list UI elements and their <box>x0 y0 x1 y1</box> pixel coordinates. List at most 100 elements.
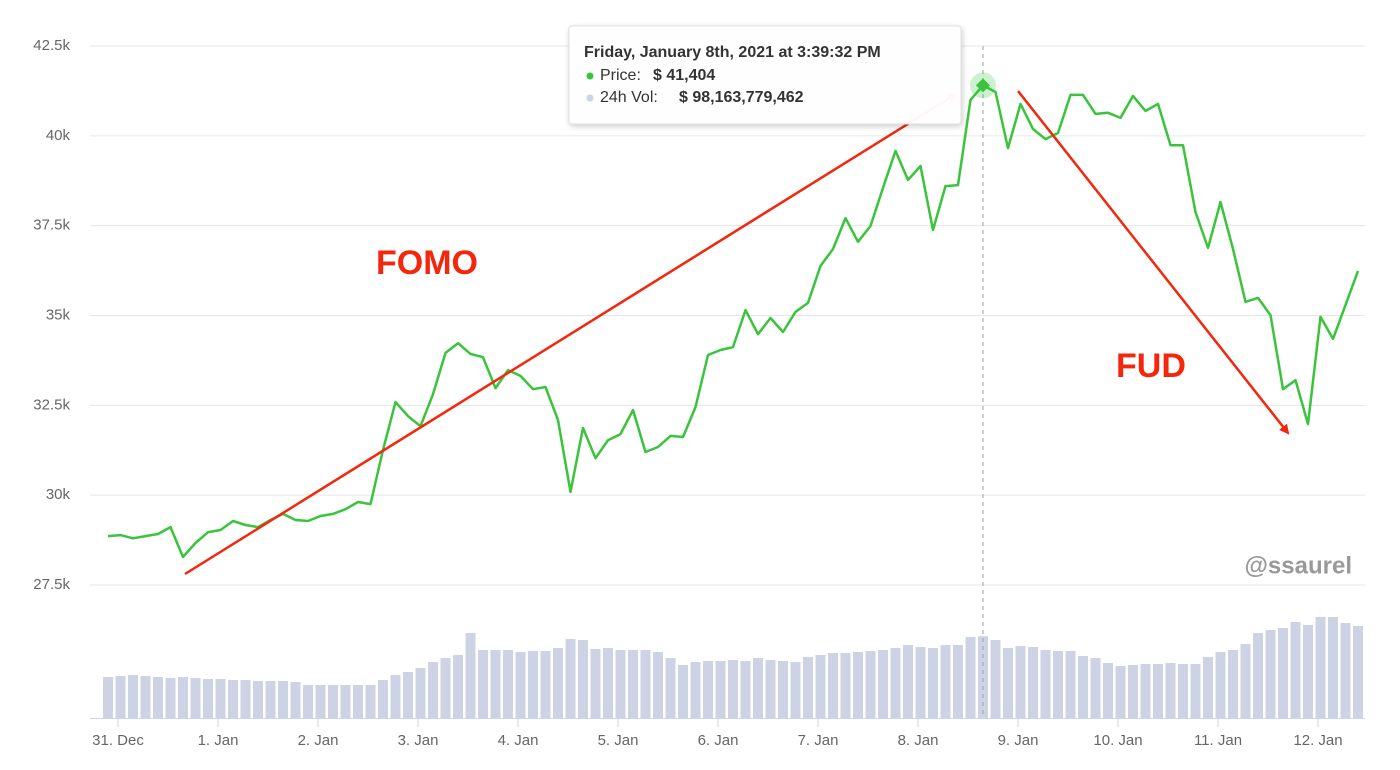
grid <box>90 45 1365 586</box>
volume-bar <box>965 637 976 718</box>
y-tick-label: 42.5k <box>33 37 70 54</box>
volume-bar <box>665 658 676 718</box>
volume-bar <box>690 662 701 718</box>
volume-bar <box>1178 664 1188 718</box>
volume-bar <box>1253 633 1263 718</box>
annotation-fud: FUD <box>1116 347 1186 385</box>
volume-bar <box>1265 630 1276 718</box>
volume-bar <box>753 658 763 718</box>
volume-bar <box>1078 656 1088 718</box>
volume-bar <box>1215 652 1226 718</box>
y-tick-label: 40k <box>46 127 71 144</box>
volume-bar <box>190 678 201 718</box>
volume-bar <box>328 685 338 718</box>
volume-bar <box>1065 651 1076 718</box>
volume-bar <box>628 650 638 718</box>
volume-bar <box>278 681 288 718</box>
volume-bar <box>140 676 151 718</box>
volume-bar <box>1315 617 1326 718</box>
y-tick-label: 27.5k <box>33 576 70 593</box>
y-tick-label: 37.5k <box>33 217 70 234</box>
x-tick-label: 31. Dec <box>92 732 144 749</box>
volume-bar <box>478 650 488 718</box>
volume-bar <box>1015 646 1026 718</box>
volume-bar <box>303 685 313 718</box>
volume-bar <box>915 647 926 718</box>
volume-bar <box>578 640 588 718</box>
volume-bar <box>1103 663 1113 718</box>
volume-bar <box>128 675 138 718</box>
volume-bar <box>1190 664 1201 718</box>
volume-bar <box>528 651 538 718</box>
volume-bar <box>790 662 801 718</box>
volume-bar <box>428 662 438 718</box>
volume-bar <box>228 680 238 718</box>
volume-bar <box>940 645 951 718</box>
fud-arrow <box>1017 90 1290 435</box>
volume-bar <box>1278 628 1288 718</box>
volume-bar <box>865 651 876 718</box>
axes: 27.5k 30k 32.5k 35k 37.5k 40k 42.5k 31. Dec 1. J… <box>33 37 1365 749</box>
x-tick-label: 3. Jan <box>398 732 439 749</box>
volume-bar <box>890 648 901 718</box>
tooltip-price: $ 41,404 <box>653 67 715 84</box>
hover-marker <box>976 78 990 93</box>
tooltip-bullet <box>586 94 594 102</box>
x-tick-label: 7. Jan <box>798 732 839 749</box>
tooltip-box <box>568 25 962 125</box>
volume-bar <box>465 633 476 718</box>
volume-bar <box>878 650 888 718</box>
volume-bar <box>340 685 351 718</box>
volume-bar <box>1328 617 1338 718</box>
volume-bar <box>165 678 176 718</box>
volume-bar <box>1165 663 1176 718</box>
volume-bar <box>378 680 388 718</box>
volume-bar <box>390 675 401 718</box>
price-line <box>107 72 1360 559</box>
volume-bar <box>590 649 601 718</box>
volume-bar <box>928 648 938 718</box>
volume-bar <box>815 655 826 718</box>
volume-bar <box>490 650 501 718</box>
volume-bar <box>978 636 988 718</box>
watermark: @ssaurel <box>1245 552 1352 579</box>
volume-bar <box>840 653 851 718</box>
tooltip-bullet <box>586 72 594 80</box>
x-tick-label: 4. Jan <box>498 732 539 749</box>
x-tick-label: 6. Jan <box>698 732 739 749</box>
volume-bar <box>515 652 526 718</box>
volume-bar <box>678 665 688 718</box>
volume-bar <box>1290 622 1301 718</box>
volume-bar <box>403 672 413 718</box>
volume-bar <box>240 680 251 718</box>
tooltip: Friday, January 8th, 2021 at 3:39:32 PM … <box>568 25 962 125</box>
volume-bar <box>1203 657 1213 718</box>
volume-bar <box>640 650 651 718</box>
volume-bar <box>540 651 551 718</box>
volume-bar <box>1128 665 1138 718</box>
x-tick-label: 2. Jan <box>298 732 339 749</box>
volume-bar <box>115 676 126 718</box>
volume-bar <box>253 681 263 718</box>
volume-bar <box>703 661 713 718</box>
volume-bar <box>728 660 738 718</box>
volume-bar <box>1028 647 1038 718</box>
volume-bar <box>1090 658 1101 718</box>
volume-bar <box>740 661 751 718</box>
volume-bars <box>103 617 1363 718</box>
volume-bar <box>853 652 863 718</box>
volume-bar <box>1228 650 1238 718</box>
volume-bar <box>103 677 113 718</box>
fomo-arrow <box>184 92 958 576</box>
volume-bar <box>1003 648 1013 718</box>
x-tick-label: 12. Jan <box>1293 732 1342 749</box>
y-tick-label: 35k <box>46 306 71 323</box>
volume-bar <box>1240 644 1251 718</box>
volume-bar <box>440 658 451 718</box>
volume-bar <box>453 655 463 718</box>
x-tick-label: 1. Jan <box>198 732 239 749</box>
tooltip-price-label: Price: <box>600 67 641 84</box>
tooltip-title: Friday, January 8th, 2021 at 3:39:32 PM <box>584 44 881 61</box>
x-tick-label: 9. Jan <box>998 732 1039 749</box>
